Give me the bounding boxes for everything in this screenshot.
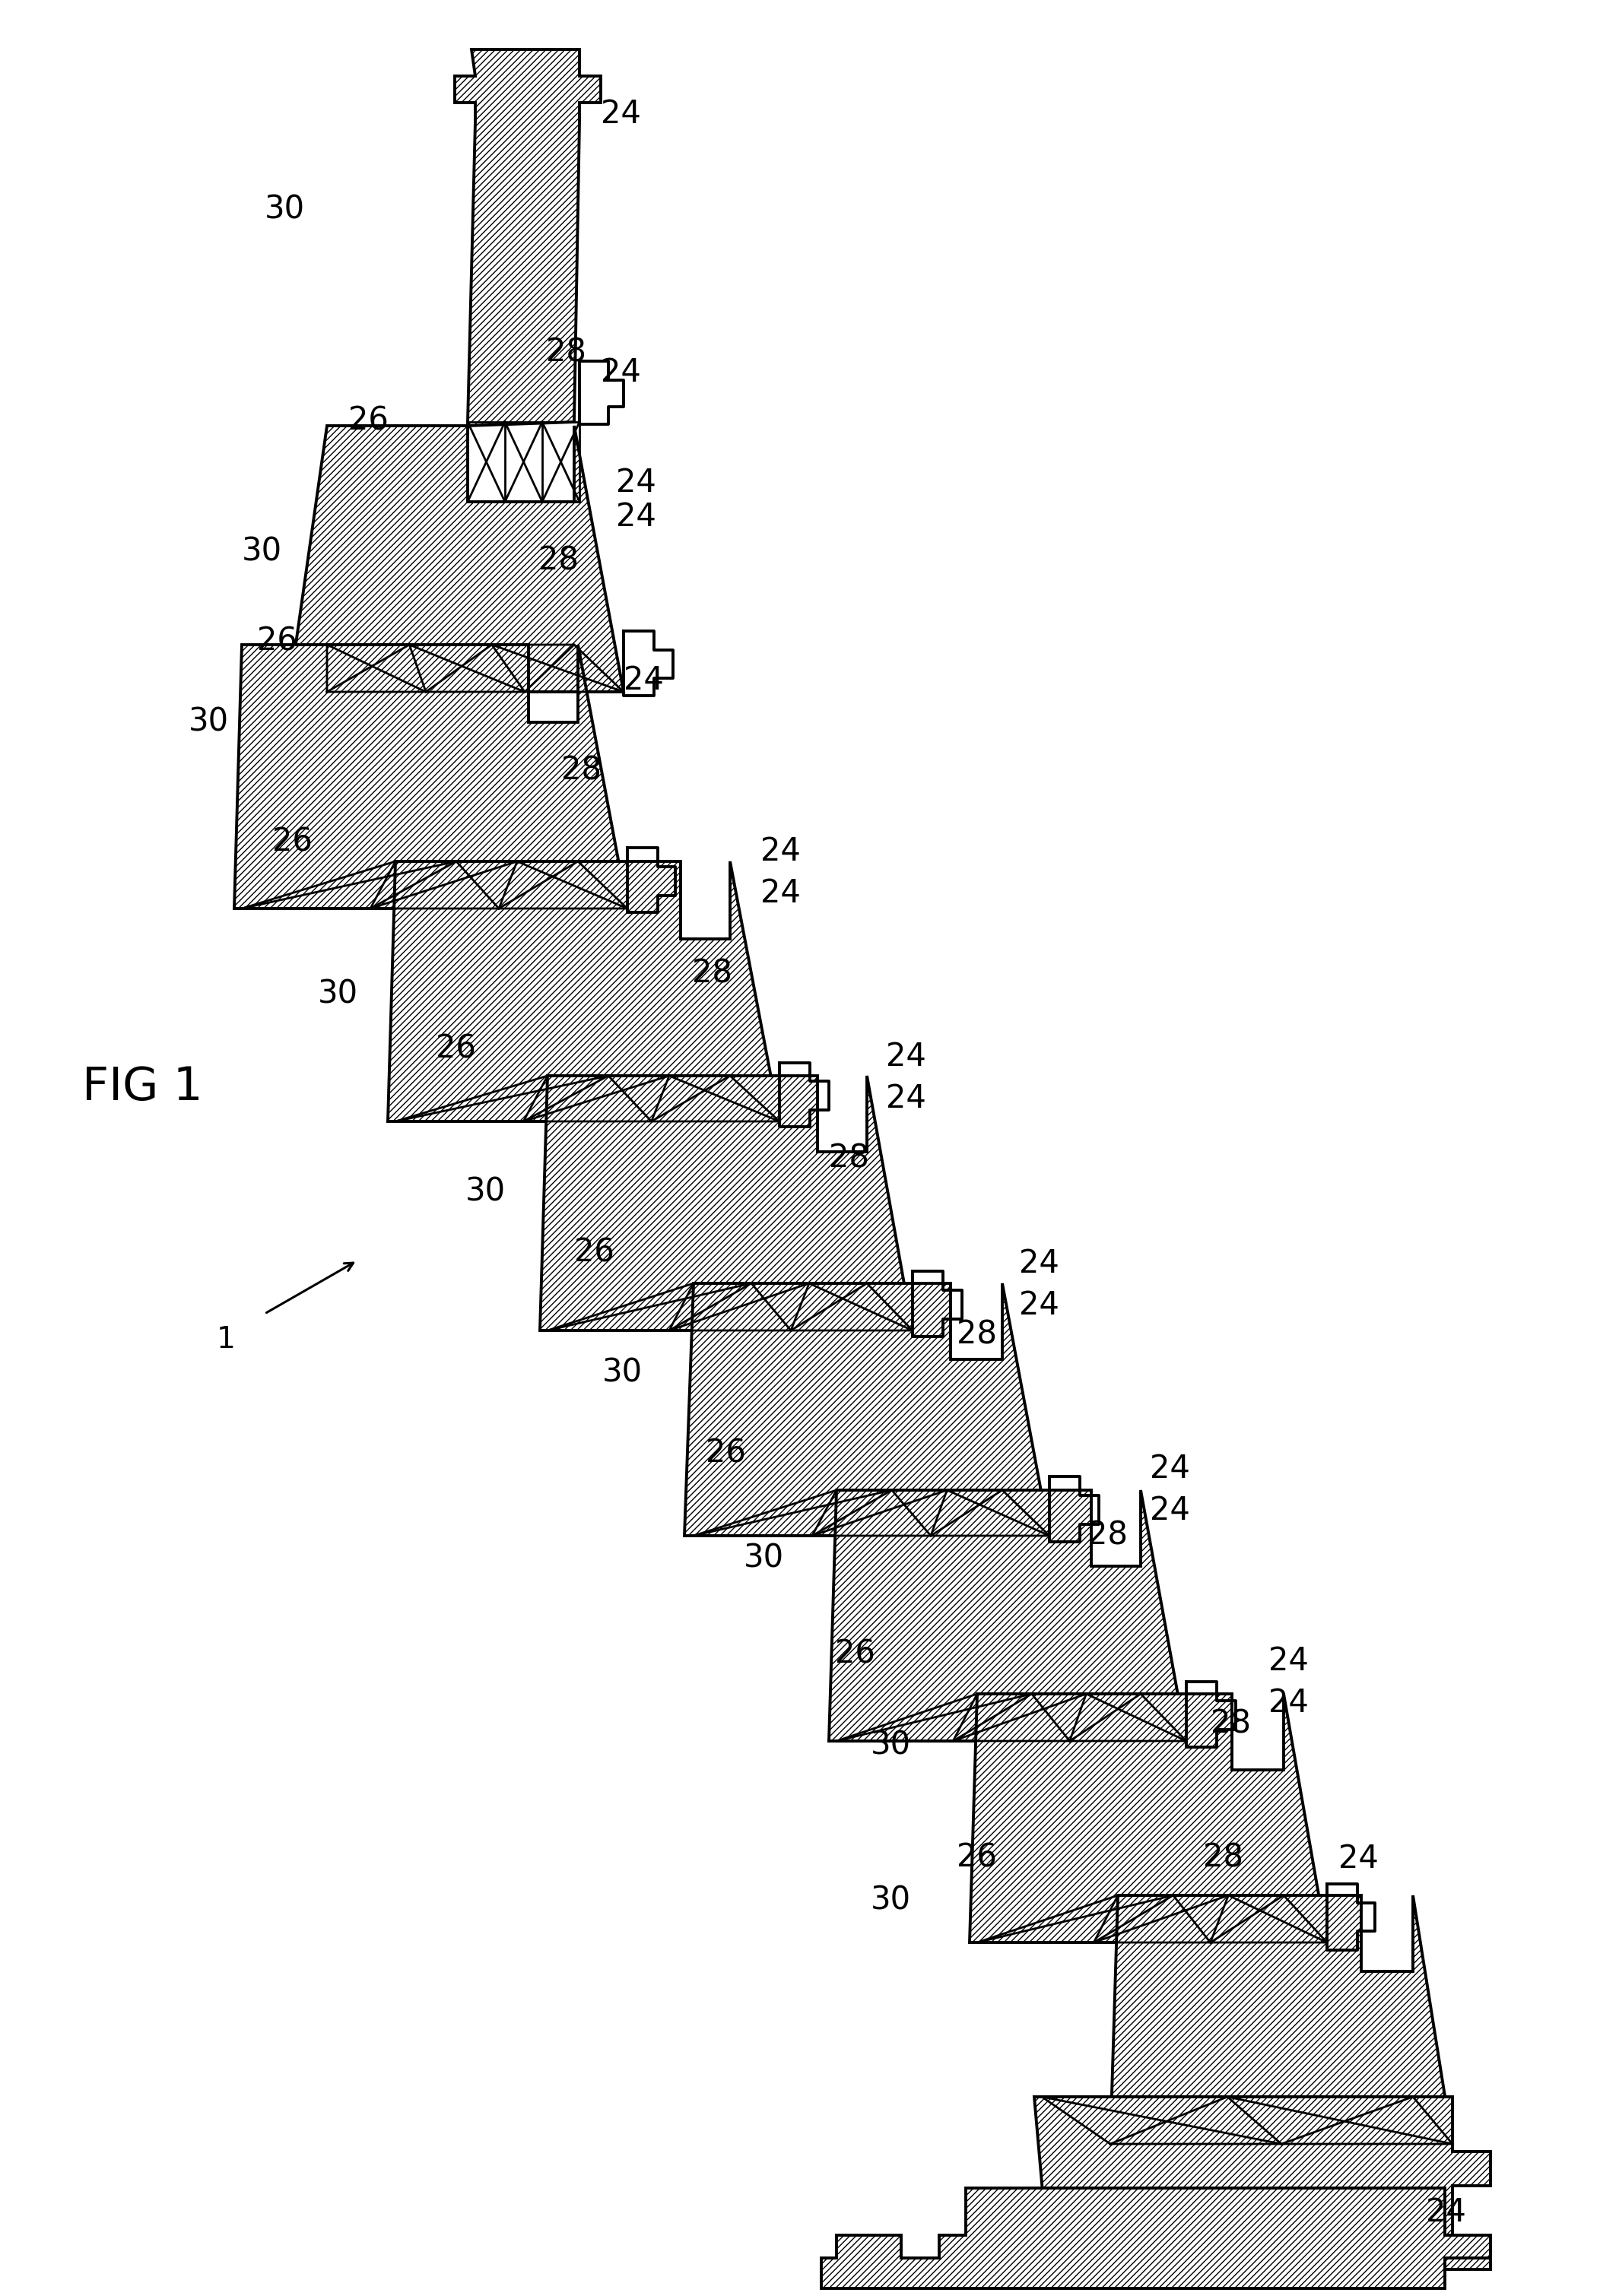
Text: 1: 1 [216, 1325, 235, 1355]
Text: 26: 26 [835, 1637, 875, 1669]
Polygon shape [829, 1490, 1186, 1740]
Text: 26: 26 [349, 404, 389, 436]
Text: 28: 28 [562, 753, 602, 785]
Text: 30: 30 [466, 1176, 506, 1208]
Text: 28: 28 [1211, 1708, 1251, 1740]
Text: 24: 24 [1269, 1688, 1309, 1720]
Text: 24: 24 [886, 1084, 926, 1114]
Text: 30: 30 [744, 1543, 784, 1575]
Text: 28: 28 [693, 957, 733, 990]
Polygon shape [454, 51, 600, 425]
Text: 30: 30 [189, 707, 229, 739]
Text: 30: 30 [870, 1729, 910, 1761]
Text: 24: 24 [1339, 1844, 1379, 1876]
Polygon shape [821, 2188, 1491, 2289]
Text: 26: 26 [957, 1841, 997, 1874]
Text: 24: 24 [616, 466, 656, 498]
Text: 30: 30 [870, 1885, 910, 1917]
Text: 24: 24 [1426, 2197, 1466, 2229]
Text: 26: 26 [435, 1033, 475, 1065]
Polygon shape [290, 425, 624, 691]
Text: 30: 30 [602, 1357, 643, 1389]
Text: 26: 26 [574, 1238, 614, 1270]
Polygon shape [970, 1694, 1326, 1942]
Text: 28: 28 [1203, 1841, 1243, 1874]
Text: 30: 30 [318, 978, 358, 1010]
Polygon shape [539, 1077, 912, 1329]
Text: 24: 24 [1019, 1290, 1059, 1320]
Text: 26: 26 [272, 827, 312, 859]
Text: 26: 26 [258, 625, 298, 657]
Text: 28: 28 [1088, 1520, 1128, 1552]
Text: 24: 24 [616, 501, 656, 533]
Text: 28: 28 [539, 544, 579, 576]
Text: 24: 24 [600, 356, 642, 388]
Text: 24: 24 [760, 877, 800, 909]
Text: 28: 28 [546, 335, 586, 367]
Polygon shape [685, 1283, 1050, 1536]
Text: 24: 24 [1150, 1495, 1190, 1527]
Polygon shape [1110, 1894, 1453, 2144]
Text: 24: 24 [600, 99, 642, 131]
Text: 30: 30 [264, 193, 306, 225]
Text: 24: 24 [624, 664, 664, 696]
Polygon shape [1034, 2096, 1491, 2280]
Polygon shape [234, 645, 627, 909]
Text: 24: 24 [1150, 1453, 1190, 1486]
Text: 30: 30 [242, 535, 282, 567]
Text: 24: 24 [1269, 1646, 1309, 1676]
Text: 28: 28 [957, 1318, 997, 1350]
Text: 24: 24 [760, 836, 800, 868]
Text: 28: 28 [829, 1141, 869, 1173]
Text: 26: 26 [706, 1437, 746, 1469]
Text: FIG 1: FIG 1 [82, 1065, 203, 1109]
Text: 24: 24 [1019, 1247, 1059, 1279]
Text: 24: 24 [886, 1040, 926, 1072]
Polygon shape [387, 861, 779, 1120]
